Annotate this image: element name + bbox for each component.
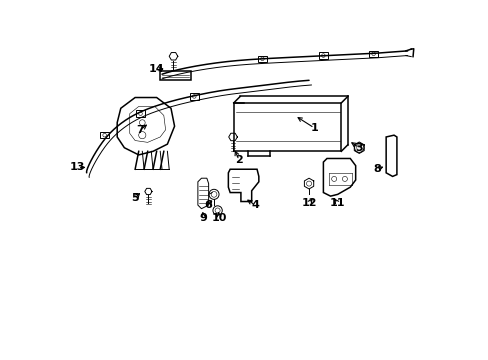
Text: 6: 6 [204,200,212,210]
Bar [233,103,341,151]
Text: 4: 4 [251,200,259,210]
Text: 13: 13 [70,162,85,172]
Text: 1: 1 [310,123,318,133]
Text: 14: 14 [148,64,164,74]
Text: 12: 12 [301,198,316,208]
Text: 5: 5 [131,193,139,203]
Bar [318,52,327,59]
Bar [136,111,145,117]
Bar [368,50,378,57]
Text: 2: 2 [235,155,243,165]
Bar [100,132,109,138]
Bar [257,55,266,62]
Text: 11: 11 [329,198,345,208]
Text: 8: 8 [372,164,380,174]
Text: 9: 9 [199,213,207,222]
Bar [189,93,199,100]
Text: 10: 10 [211,213,226,222]
Bar [160,71,190,80]
Text: 7: 7 [136,125,144,135]
Text: 3: 3 [355,143,362,153]
